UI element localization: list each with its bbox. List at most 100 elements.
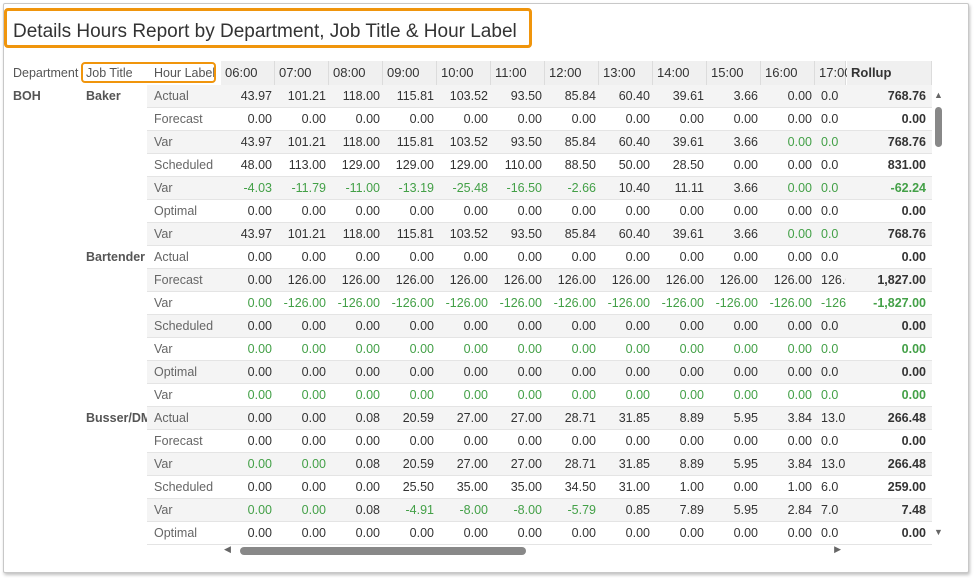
horizontal-scroll-thumb[interactable] [240,547,526,555]
table-cell: 0.0 [821,388,839,402]
report-panel: Details Hours Report by Department, Job … [3,3,969,573]
rollup-cell: 831.00 [887,158,926,172]
table-cell: 103.52 [449,135,488,149]
table-cell: 0.00 [517,388,542,402]
rollup-cell: 266.48 [887,457,926,471]
table-cell: 93.50 [510,89,542,103]
table-cell: 43.97 [240,135,272,149]
table-cell: 0.00 [733,480,758,494]
table-cell: 0.00 [787,342,812,356]
department-boh: BOH [13,89,41,103]
table-cell: 0.00 [625,342,650,356]
table-cell: 28.71 [564,457,596,471]
table-cell: 0.0 [821,135,839,149]
table-cell: 3.66 [733,227,758,241]
department-header[interactable]: Department [13,66,79,80]
table-cell: 0.00 [625,204,650,218]
hour-header[interactable]: 10:00 [437,61,491,85]
table-cell: 129.00 [395,158,434,172]
table-cell: 101.21 [287,89,326,103]
hour-header[interactable]: 11:00 [491,61,545,85]
table-cell: -126.00 [661,296,704,310]
table-cell: 0.00 [787,227,812,241]
table-cell: 0.00 [517,250,542,264]
table-cell: -126.0 [821,296,846,310]
table-row [147,177,932,200]
hour-header[interactable]: 13:00 [599,61,653,85]
table-cell: 0.00 [679,112,704,126]
horizontal-scrollbar[interactable]: ◀ ▶ [224,544,841,558]
hour-header[interactable]: 14:00 [653,61,707,85]
job-title: Busser/DM [86,411,152,425]
table-row [147,269,932,292]
rollup-cell: 0.00 [901,342,926,356]
table-row [147,315,932,338]
table-cell: 27.00 [456,457,488,471]
table-cell: 118.00 [342,89,380,103]
table-cell: 0.00 [355,112,380,126]
table-cell: 0.00 [787,319,812,333]
rollup-cell: 768.76 [887,135,926,149]
table-cell: 0.00 [355,434,380,448]
rollup-cell: -62.24 [890,181,926,195]
hour-header[interactable]: 17:00 [815,61,852,85]
table-cell: 13.0 [821,457,846,471]
table-cell: 0.00 [625,434,650,448]
hour-header[interactable]: 12:00 [545,61,599,85]
table-cell: 20.59 [402,411,434,425]
table-cell: 27.00 [510,457,542,471]
table-cell: 0.08 [355,457,380,471]
table-cell: 0.00 [247,388,272,402]
table-cell: 25.50 [402,480,434,494]
table-cell: 0.85 [625,503,650,517]
hour-header[interactable]: 09:00 [383,61,437,85]
scroll-right-icon[interactable]: ▶ [834,544,841,554]
hour-header[interactable]: 06:00 [221,61,275,85]
rollup-header[interactable]: Rollup [847,61,932,85]
hour-label: Actual [154,411,189,425]
table-cell: 5.95 [733,411,758,425]
table-cell: 0.00 [301,319,326,333]
table-cell: 0.00 [679,434,704,448]
scroll-up-icon[interactable]: ▲ [934,90,943,100]
scroll-left-icon[interactable]: ◀ [224,544,231,554]
table-cell: 35.00 [456,480,488,494]
table-cell: 5.95 [733,457,758,471]
table-cell: -126.00 [337,296,380,310]
vertical-scroll-thumb[interactable] [935,107,942,147]
table-cell: 31.85 [618,411,650,425]
table-cell: 126.00 [719,273,758,287]
hour-label: Optimal [154,365,198,379]
table-cell: 6.0 [821,480,839,494]
rollup-cell: 0.00 [901,526,926,540]
table-cell: 0.00 [247,526,272,540]
hour-header[interactable]: 15:00 [707,61,761,85]
table-cell: 126.00 [287,273,326,287]
table-cell: 101.21 [287,227,326,241]
table-cell: 11.11 [674,181,704,195]
table-cell: 110.00 [504,158,542,172]
table-cell: 85.84 [564,89,596,103]
rollup-cell: -1,827.00 [873,296,926,310]
table-cell: 50.00 [618,158,650,172]
table-cell: 0.00 [787,388,812,402]
table-cell: 0.00 [463,342,488,356]
table-cell: 0.00 [517,204,542,218]
table-cell: 0.00 [787,135,812,149]
table-cell: 0.00 [301,503,326,517]
hour-header[interactable]: 16:00 [761,61,815,85]
hour-label-header[interactable]: Hour Label [154,66,216,80]
job-title-header[interactable]: Job Title [86,66,133,80]
hour-header[interactable]: 07:00 [275,61,329,85]
scroll-down-icon[interactable]: ▼ [934,527,943,537]
table-cell: 126.00 [449,273,488,287]
table-cell: 0.00 [247,434,272,448]
hour-header[interactable]: 08:00 [329,61,383,85]
table-row [147,223,932,246]
table-cell: -11.00 [345,181,380,195]
table-cell: 8.89 [679,411,704,425]
vertical-scrollbar[interactable]: ▲ ▼ [932,90,944,542]
table-cell: 0.00 [301,480,326,494]
table-cell: 0.00 [625,250,650,264]
table-cell: 0.00 [463,388,488,402]
